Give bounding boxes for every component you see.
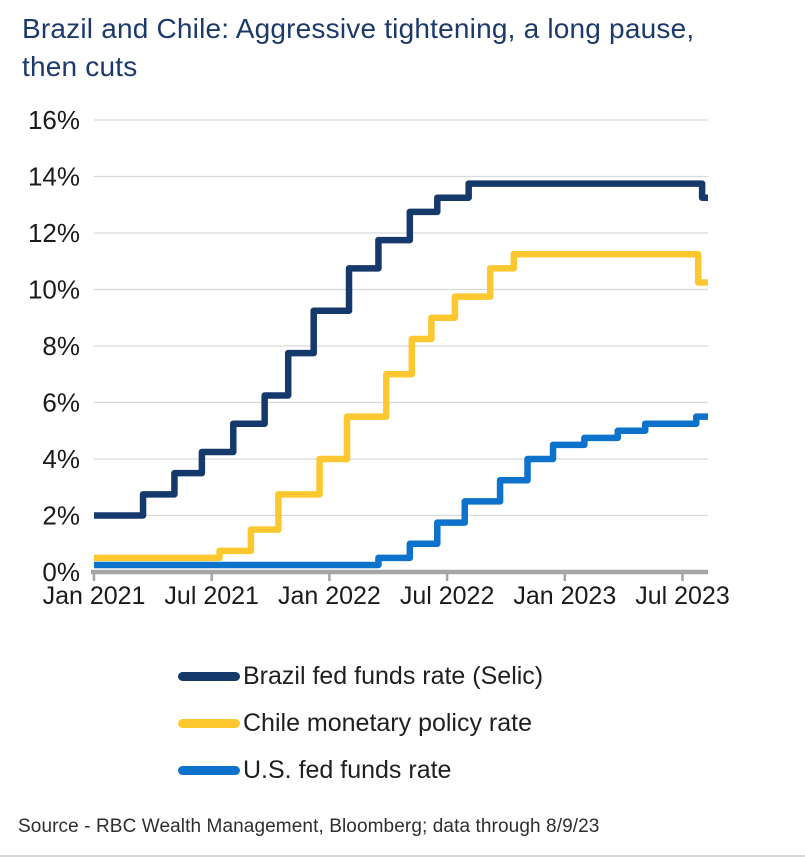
legend-label-brazil: Brazil fed funds rate (Selic) — [243, 662, 544, 690]
x-axis-tick-label: Jul 2021 — [164, 582, 259, 610]
legend-swatch-brazil — [178, 672, 240, 681]
y-axis-tick-label: 8% — [42, 331, 80, 361]
y-axis-tick-label: 4% — [42, 444, 80, 474]
y-axis-tick-label: 16% — [28, 105, 80, 135]
y-axis-tick-label: 10% — [28, 275, 80, 305]
policy-rates-step-chart: 0% 2% 4% 6% 8% 10% 12% 14% 16% Jan 2021 Jul 2021 Ja… — [28, 105, 730, 610]
chart-title: Brazil and Chile: Aggressive tightening,… — [22, 10, 694, 86]
legend-item-us: U.S. fed funds rate — [178, 754, 543, 787]
legend-item-brazil: Brazil fed funds rate (Selic) — [178, 660, 543, 693]
x-axis-tick-label: Jul 2023 — [635, 582, 730, 610]
legend-swatch-chile — [178, 719, 240, 728]
chart-title-line2: then cuts — [22, 51, 138, 82]
y-axis-tick-label: 0% — [42, 557, 80, 587]
x-axis-tick-label: Jan 2022 — [278, 582, 381, 610]
source-note: Source - RBC Wealth Management, Bloomber… — [18, 816, 600, 837]
brazil-selic-line — [94, 180, 708, 519]
y-axis-tick-label: 14% — [28, 162, 80, 192]
us-fed-funds-line — [94, 413, 708, 569]
legend-label-us: U.S. fed funds rate — [243, 756, 452, 784]
legend-swatch-us — [178, 766, 240, 775]
y-axis-tick-label: 6% — [42, 388, 80, 418]
legend-item-chile: Chile monetary policy rate — [178, 707, 543, 740]
y-axis-tick-label: 12% — [28, 218, 80, 248]
x-axis-tick-label: Jan 2023 — [513, 582, 616, 610]
legend-label-chile: Chile monetary policy rate — [243, 709, 533, 737]
chart-title-line1: Brazil and Chile: Aggressive tightening,… — [22, 13, 695, 44]
chart-legend: Brazil fed funds rate (Selic) Chile mone… — [178, 660, 543, 801]
chile-policy-rate-line — [94, 250, 708, 562]
y-axis-tick-label: 2% — [42, 501, 80, 531]
x-axis-tick-label: Jul 2022 — [400, 582, 495, 610]
x-axis-tick-label: Jan 2021 — [43, 582, 146, 610]
